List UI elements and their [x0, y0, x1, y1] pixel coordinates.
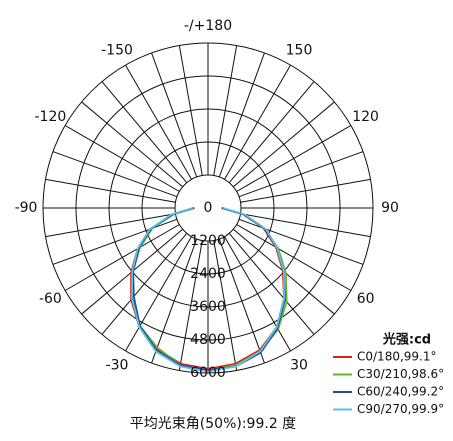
angle-tick-label: -30 [106, 358, 129, 374]
angle-tick-label: -60 [39, 291, 62, 307]
angle-tick-label: 120 [352, 109, 379, 125]
series-line [131, 207, 285, 373]
legend-label: C0/180,99.1° [357, 350, 437, 364]
grid-circle [108, 108, 308, 308]
legend-label: C90/270,99.9° [357, 402, 444, 416]
legend-label: C60/240,99.2° [357, 385, 444, 399]
chart-title: 平均光束角(50%):99.2 度 [130, 416, 296, 432]
r-tick-label: 0 [204, 200, 213, 216]
curves [130, 207, 288, 373]
r-tick-label: 3600 [190, 299, 226, 315]
grid-circle [141, 141, 275, 275]
angle-tick-label: 60 [357, 291, 375, 307]
angle-tick-label: 90 [381, 200, 399, 216]
grid-circle [75, 75, 341, 341]
angle-tick-label: -/+180 [184, 18, 232, 34]
grid-circle [42, 42, 374, 374]
grid-circle [174, 174, 242, 242]
r-tick-label: 2400 [190, 266, 226, 282]
angle-tick-label: -120 [34, 109, 66, 125]
labels: -/+180 150 120 90 60 30 -30 -60 -90 -120 -150 C0/18… [15, 18, 445, 416]
polar-grid [42, 42, 374, 374]
angle-tick-label: -90 [15, 200, 38, 216]
angle-tick-label: 30 [290, 358, 308, 374]
r-tick-label: 1200 [190, 233, 226, 249]
r-tick-label: 6000 [190, 365, 226, 381]
angle-tick-label: 150 [286, 42, 313, 58]
legend-title: 光强:cd [382, 332, 431, 348]
r-tick-label: 4800 [190, 332, 226, 348]
legend-label: C30/210,98.6° [357, 367, 444, 381]
angle-tick-label: -150 [101, 42, 133, 58]
